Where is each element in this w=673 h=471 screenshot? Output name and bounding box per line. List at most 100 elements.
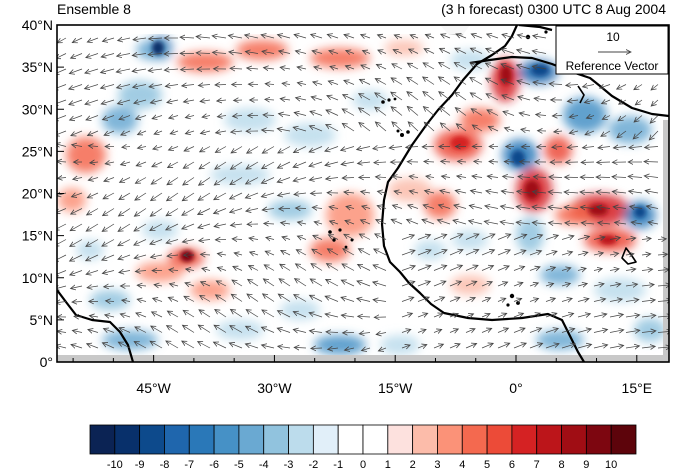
wind-vector bbox=[57, 331, 67, 332]
colorbar-label: -3 bbox=[284, 459, 294, 471]
wind-vector bbox=[408, 63, 419, 70]
wind-vector bbox=[391, 92, 403, 101]
wind-vector bbox=[154, 131, 163, 134]
wind-vector bbox=[344, 234, 355, 240]
wind-vector bbox=[487, 176, 499, 177]
wind-vector bbox=[86, 53, 99, 58]
wind-vector bbox=[293, 161, 307, 167]
wind-vector bbox=[87, 37, 99, 42]
wind-vector bbox=[294, 347, 307, 348]
wind-vector bbox=[58, 178, 67, 179]
wind-vector bbox=[170, 131, 179, 134]
wind-vector bbox=[532, 223, 547, 225]
wind-vector bbox=[373, 265, 387, 271]
wind-vector bbox=[102, 239, 115, 247]
wind-vector bbox=[615, 222, 627, 224]
wind-vector bbox=[518, 177, 531, 178]
wind-vector bbox=[344, 192, 355, 193]
anomaly-core bbox=[450, 136, 470, 150]
wind-vector bbox=[609, 299, 622, 301]
wind-vector bbox=[310, 111, 323, 116]
wind-vector bbox=[529, 298, 539, 301]
wind-vector bbox=[313, 82, 323, 85]
wind-vector bbox=[613, 207, 627, 209]
wind-vector bbox=[102, 271, 115, 274]
wind-vector bbox=[343, 249, 355, 256]
wind-vector bbox=[487, 34, 499, 38]
wind-vector bbox=[246, 161, 259, 169]
anomaly-core bbox=[634, 206, 646, 218]
wind-vector bbox=[134, 223, 147, 231]
wind-vector bbox=[133, 85, 147, 88]
wind-vector bbox=[437, 220, 451, 225]
colorbar-swatch bbox=[585, 424, 612, 455]
wind-vector bbox=[596, 177, 611, 178]
wind-vector bbox=[279, 114, 291, 116]
wind-vector bbox=[261, 192, 275, 197]
wind-vector bbox=[609, 253, 619, 255]
wind-vector bbox=[341, 162, 355, 164]
wind-vector bbox=[617, 84, 627, 90]
wind-vector bbox=[486, 78, 499, 85]
wind-vector bbox=[217, 254, 227, 256]
wind-vector bbox=[246, 310, 259, 318]
wind-vector bbox=[231, 294, 243, 302]
wind-vector bbox=[641, 238, 651, 239]
wind-vector bbox=[449, 314, 458, 317]
wind-vector bbox=[119, 116, 131, 120]
wind-vector bbox=[345, 66, 355, 69]
wind-vector bbox=[577, 268, 586, 270]
wind-vector bbox=[449, 265, 462, 271]
colorbar-label: -1 bbox=[333, 459, 343, 471]
wind-vector bbox=[282, 237, 291, 240]
wind-vector bbox=[136, 116, 147, 120]
wind-vector bbox=[439, 205, 451, 209]
wind-vector bbox=[645, 191, 659, 193]
wind-vector bbox=[644, 162, 659, 163]
wind-vector bbox=[132, 54, 147, 56]
wind-vector bbox=[549, 84, 563, 85]
wind-vector bbox=[328, 235, 339, 240]
wind-vector bbox=[168, 297, 179, 301]
map-axes: 0° 5°N 10°N 15°N 20°N 25°N 30°N 35°N 40°N 45°W 30°… bbox=[22, 17, 652, 396]
wind-vector bbox=[152, 116, 163, 119]
wind-vector bbox=[597, 162, 611, 163]
wind-vector bbox=[184, 100, 195, 102]
wind-vector bbox=[375, 234, 387, 240]
wind-vector bbox=[453, 220, 467, 225]
wind-vector bbox=[561, 329, 575, 333]
wind-vector bbox=[545, 251, 557, 255]
wind-vector bbox=[341, 315, 355, 317]
anomaly-patch bbox=[544, 136, 572, 164]
wind-vector bbox=[481, 343, 493, 349]
wind-vector bbox=[215, 310, 227, 318]
wind-vector bbox=[119, 328, 131, 333]
wind-vector bbox=[249, 266, 259, 271]
wind-vector bbox=[635, 99, 643, 105]
anomaly-patch bbox=[177, 52, 233, 72]
colorbar-label: 10 bbox=[605, 459, 617, 471]
wind-vector bbox=[233, 116, 243, 117]
wind-vector bbox=[471, 191, 483, 193]
wind-vector bbox=[358, 264, 371, 271]
wind-vector bbox=[465, 344, 477, 349]
wind-vector bbox=[497, 298, 506, 301]
wind-vector bbox=[393, 50, 403, 54]
colorbar-swatch bbox=[610, 424, 637, 455]
wind-vector bbox=[441, 34, 451, 38]
wind-vector bbox=[564, 207, 579, 208]
wind-vector bbox=[231, 131, 243, 132]
colorbar-label: -6 bbox=[209, 459, 219, 471]
wind-vector bbox=[262, 209, 275, 211]
wind-vector bbox=[198, 192, 211, 200]
wind-vector bbox=[278, 346, 291, 348]
wind-vector bbox=[85, 84, 99, 89]
wind-vector bbox=[330, 221, 339, 224]
wind-vector bbox=[497, 234, 511, 240]
wind-vector bbox=[469, 221, 483, 224]
wind-vector bbox=[649, 130, 659, 140]
colorbar-label: 2 bbox=[410, 459, 416, 471]
wind-vector bbox=[593, 253, 603, 255]
wind-vector bbox=[602, 100, 611, 104]
anomaly-patch bbox=[594, 278, 646, 302]
